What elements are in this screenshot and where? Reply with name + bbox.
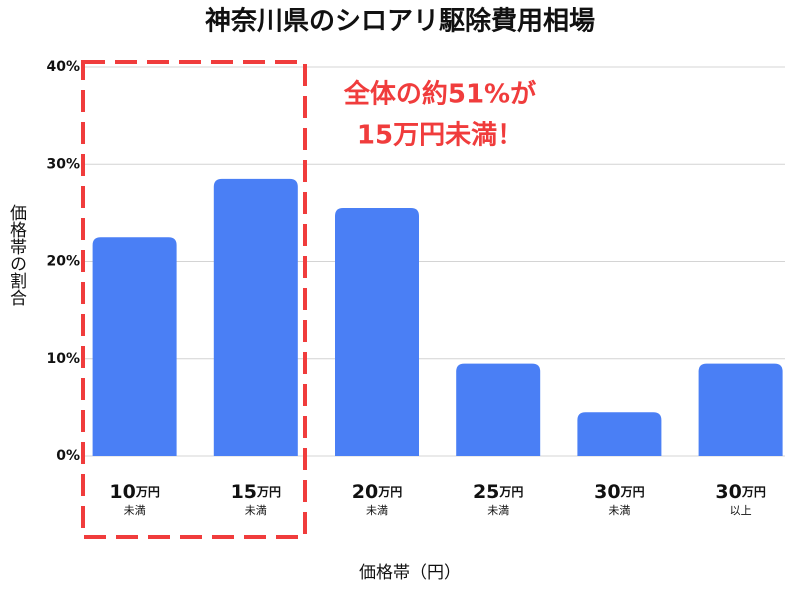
x-tick-note: 未満 xyxy=(366,504,388,517)
annotation: 15万円未満！ xyxy=(357,121,523,151)
highlight-box xyxy=(81,60,307,539)
bar xyxy=(213,178,298,456)
x-tick-label: 15万円未満 xyxy=(231,481,281,518)
x-tick-note: 未満 xyxy=(487,504,509,517)
x-tick-unit: 万円 xyxy=(498,485,523,499)
y-tick-label: 20% xyxy=(46,254,80,270)
x-tick-label: 30万円以上 xyxy=(715,481,765,518)
y-tick-label: 0% xyxy=(56,448,80,464)
x-tick-amount: 10 xyxy=(109,481,135,503)
x-tick-unit: 万円 xyxy=(377,485,402,499)
bar xyxy=(577,412,662,456)
x-tick-label: 30万円未満 xyxy=(594,481,644,518)
x-tick-unit: 万円 xyxy=(256,485,281,499)
annotation: 全体の約51%が xyxy=(343,79,536,110)
x-axis-label: 価格帯（円） xyxy=(359,563,461,583)
x-tick-amount: 20 xyxy=(352,481,378,503)
x-tick-note: 未満 xyxy=(245,504,267,517)
x-tick-note: 未満 xyxy=(608,504,630,517)
x-tick-unit: 万円 xyxy=(135,485,160,499)
x-tick-amount: 15 xyxy=(231,481,257,503)
y-tick-label: 30% xyxy=(46,156,80,172)
x-tick-amount: 25 xyxy=(473,481,499,503)
x-tick-label: 20万円未満 xyxy=(352,481,402,518)
bar xyxy=(92,237,177,456)
x-tick-amount: 30 xyxy=(594,481,620,503)
bar xyxy=(698,363,783,456)
x-tick-label: 25万円未満 xyxy=(473,481,523,518)
chart-title: 神奈川県のシロアリ駆除費用相場 xyxy=(205,6,595,37)
bar xyxy=(456,363,541,456)
x-tick-note: 以上 xyxy=(730,504,752,517)
y-axis-label: 価格帯の割合 xyxy=(6,204,27,306)
x-tick-unit: 万円 xyxy=(620,485,645,499)
y-tick-label: 40% xyxy=(46,59,80,75)
x-tick-amount: 30 xyxy=(715,481,741,503)
x-tick-label: 10万円未満 xyxy=(109,481,159,518)
x-tick-unit: 万円 xyxy=(741,485,766,499)
x-tick-note: 未満 xyxy=(124,504,146,517)
y-tick-label: 10% xyxy=(46,351,80,367)
bar xyxy=(335,208,419,456)
